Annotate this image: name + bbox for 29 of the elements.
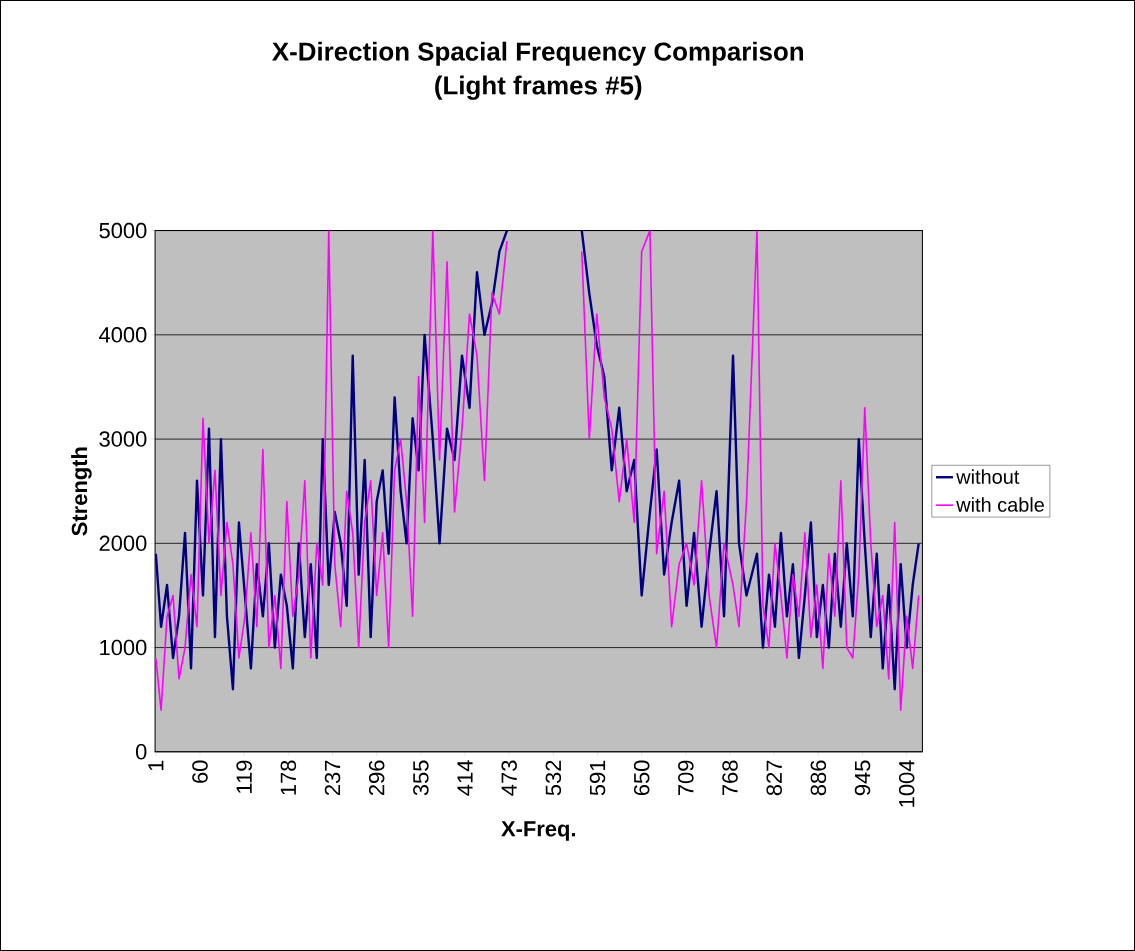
y-axis-title: Strength <box>71 447 92 536</box>
x-tick-label: 1004 <box>898 760 915 807</box>
x-tick-label: 60 <box>192 760 208 783</box>
x-tick-label: 945 <box>854 760 871 796</box>
x-tick-label: 119 <box>236 760 252 793</box>
x-axis-title: X-Freq. <box>501 821 575 841</box>
x-tick-label: 414 <box>457 760 473 796</box>
x-tick-label: 650 <box>633 760 650 796</box>
chart-title: X-Direction Spacial Frequency Comparison (Light frames #5) <box>272 41 804 100</box>
y-tick-label: 3000 <box>99 431 147 447</box>
x-tick-label: 886 <box>810 760 827 796</box>
legend-label: without <box>956 469 1020 484</box>
y-tick-label: 5000 <box>99 222 147 239</box>
x-tick-label: 178 <box>280 760 297 795</box>
x-tick-label: 355 <box>413 760 429 796</box>
x-tick-label: 827 <box>766 760 782 796</box>
x-tick-label: 532 <box>545 760 562 796</box>
x-tick-label: 296 <box>368 760 385 796</box>
x-tick-label: 1 <box>148 760 164 771</box>
x-tick-label: 591 <box>589 760 606 796</box>
y-tick-label: 2000 <box>99 535 147 552</box>
x-tick-label: 237 <box>324 760 341 796</box>
legend-label: with cable <box>956 497 1044 512</box>
x-tick-label: 768 <box>722 760 738 796</box>
x-tick-label: 709 <box>678 760 694 796</box>
y-tick-label: 4000 <box>99 327 147 343</box>
y-tick-label: 1000 <box>100 639 147 656</box>
x-tick-label: 473 <box>501 760 517 796</box>
y-tick-label: 0 <box>135 744 147 760</box>
